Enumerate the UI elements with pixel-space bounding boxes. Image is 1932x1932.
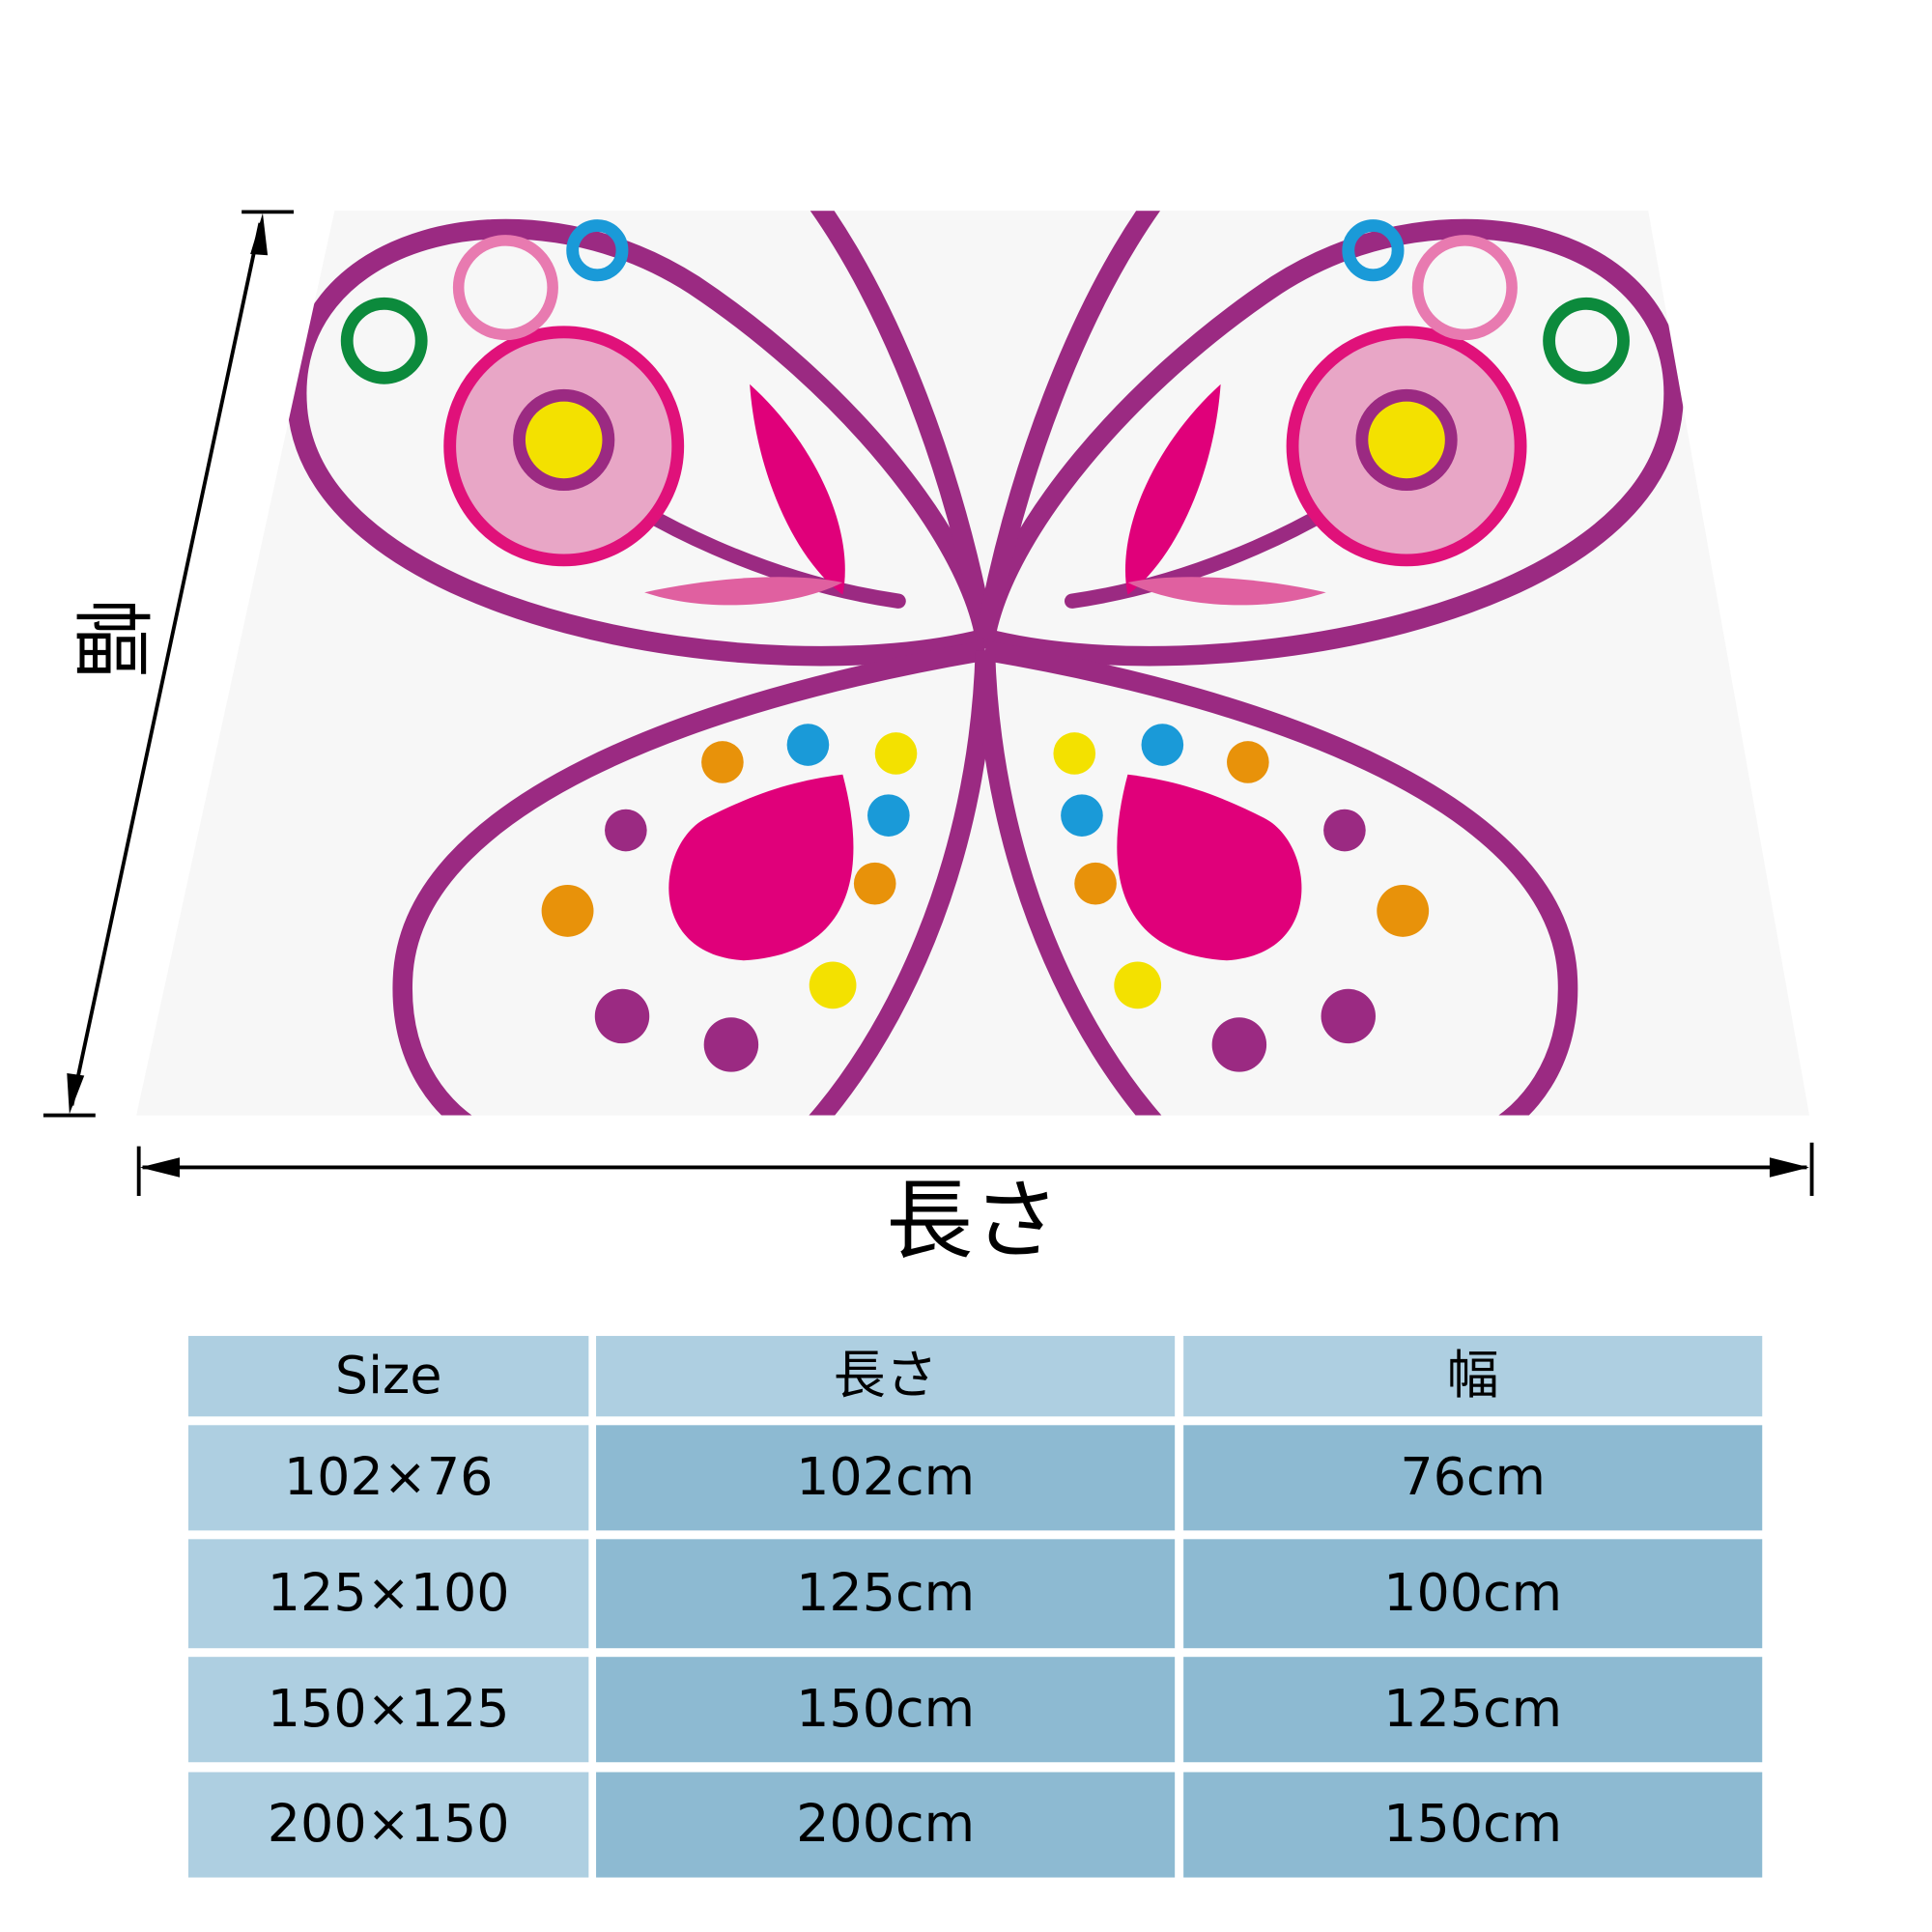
table-cell	[596, 1539, 1176, 1649]
table-cell	[596, 1335, 1176, 1417]
table-text: 100cm	[1383, 1562, 1562, 1623]
table-text: 76cm	[1400, 1446, 1546, 1507]
table-text: 150cm	[1383, 1793, 1562, 1854]
table-cell	[1183, 1335, 1763, 1417]
table-header: 幅	[1447, 1345, 1499, 1406]
table-text: 125cm	[1383, 1678, 1562, 1739]
table-cell	[187, 1657, 589, 1763]
table-header: Size	[335, 1345, 442, 1406]
table-text: 200×150	[268, 1793, 510, 1854]
table-cell	[1183, 1657, 1763, 1763]
table-cell	[1183, 1772, 1763, 1878]
table-cell	[187, 1425, 589, 1531]
width-label: 幅	[65, 599, 156, 678]
table-text: 150cm	[796, 1678, 975, 1739]
table-header: 長さ	[834, 1345, 938, 1406]
dimension-arrows	[43, 210, 1814, 1196]
table-cell	[596, 1772, 1176, 1878]
table-cell	[596, 1425, 1176, 1531]
table-text: 200cm	[796, 1793, 975, 1854]
table-text: 125×100	[268, 1562, 510, 1623]
table-text: 102cm	[796, 1446, 975, 1507]
blanket	[136, 211, 1809, 1116]
size-table: Size 長さ 幅 102×76 102cm 76cm 125×100 125cm 100cm 1…	[187, 1335, 1763, 1878]
table-text: 150×125	[268, 1678, 510, 1739]
table-text: 125cm	[796, 1562, 975, 1623]
table-text: 102×76	[284, 1446, 494, 1507]
table-cell	[187, 1539, 589, 1649]
table-cell	[187, 1335, 589, 1417]
length-label: 長さ	[886, 1171, 1060, 1271]
table-cell	[187, 1772, 589, 1878]
table-cell	[596, 1657, 1176, 1763]
table-cell	[1183, 1539, 1763, 1649]
table-cell	[1183, 1425, 1763, 1531]
